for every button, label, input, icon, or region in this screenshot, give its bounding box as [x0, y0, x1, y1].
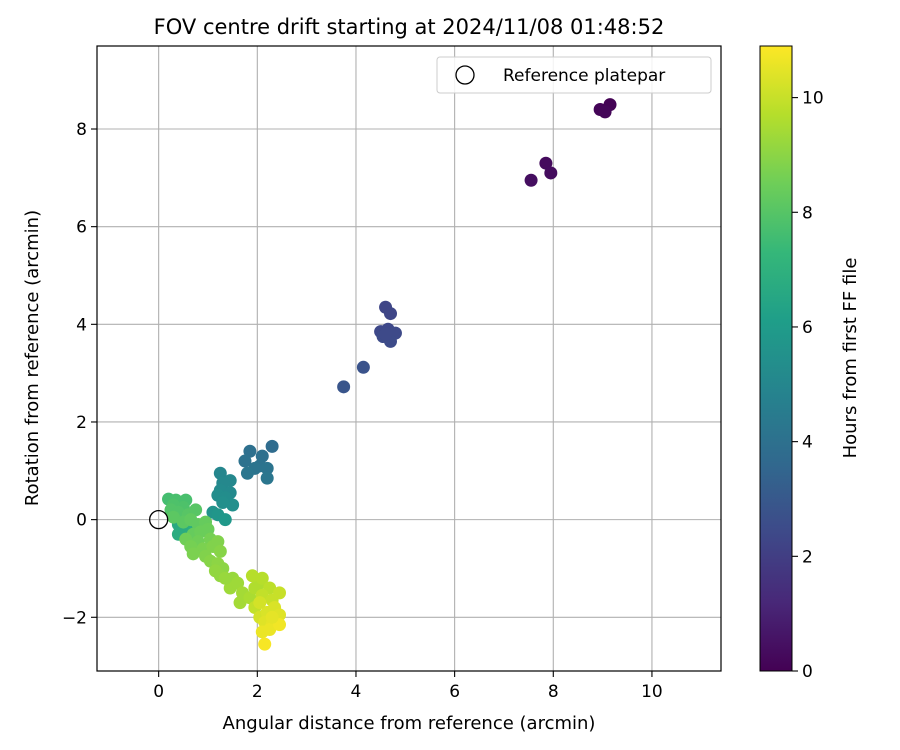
data-point	[201, 522, 215, 536]
data-point	[211, 535, 225, 549]
y-axis-label: Rotation from reference (arcmin)	[22, 210, 43, 506]
data-point	[356, 360, 370, 374]
data-point	[260, 471, 274, 485]
x-tick-label: 8	[548, 682, 559, 702]
data-point	[233, 596, 247, 610]
colorbar-tick-label: 8	[802, 203, 813, 223]
data-point	[544, 166, 558, 180]
data-point	[218, 571, 232, 585]
x-tick-label: 0	[153, 682, 164, 702]
data-point	[263, 622, 277, 636]
colorbar-gradient	[759, 45, 793, 672]
colorbar-tick-label: 0	[802, 662, 813, 682]
data-point	[384, 307, 398, 321]
colorbar-ticks: 0 2 4 6 8 10	[792, 89, 824, 682]
data-point	[598, 105, 612, 119]
data-point	[189, 503, 203, 517]
legend-marker	[455, 65, 475, 85]
data-point	[265, 439, 279, 453]
scatter-points	[162, 98, 617, 651]
colorbar-tick-label: 4	[802, 433, 813, 453]
data-point	[539, 156, 553, 170]
y-axis-ticks: −2 0 2 4 6 8	[62, 120, 97, 628]
data-point	[524, 173, 538, 187]
colorbar: 0 2 4 6 8 10 Hours from first FF file	[759, 45, 861, 682]
data-point	[255, 449, 269, 463]
x-axis-ticks: 0 2 4 6 8 10	[153, 671, 663, 702]
x-axis-label: Angular distance from reference (arcmin)	[223, 713, 596, 734]
plot-frame	[96, 45, 722, 672]
colorbar-label: Hours from first FF file	[840, 258, 861, 459]
data-point	[218, 513, 232, 527]
legend-box	[436, 56, 712, 94]
data-point	[243, 444, 257, 458]
data-point	[240, 466, 254, 480]
x-tick-label: 6	[449, 682, 460, 702]
legend-entry-reference: Reference platepar	[503, 66, 665, 86]
data-point	[238, 454, 252, 468]
data-point	[260, 461, 274, 475]
data-point	[258, 637, 272, 651]
data-point	[186, 547, 200, 561]
data-point	[337, 380, 351, 394]
y-tick-label: 2	[76, 413, 87, 433]
data-point	[265, 610, 279, 624]
y-tick-label: −2	[62, 608, 87, 628]
x-tick-label: 10	[641, 682, 663, 702]
y-tick-label: 6	[76, 218, 87, 238]
data-point	[379, 327, 393, 341]
chart-title: FOV centre drift starting at 2024/11/08 …	[154, 15, 665, 39]
colorbar-tick-label: 10	[802, 89, 824, 109]
y-tick-label: 8	[76, 120, 87, 140]
grid-lines	[97, 46, 721, 671]
data-point	[213, 544, 227, 558]
data-point	[226, 498, 240, 512]
data-point	[255, 571, 269, 585]
y-tick-label: 0	[76, 511, 87, 531]
legend: Reference platepar	[436, 56, 712, 94]
data-point	[231, 576, 245, 590]
data-point	[213, 466, 227, 480]
colorbar-tick-label: 6	[802, 318, 813, 338]
data-point	[216, 496, 230, 510]
x-tick-label: 2	[252, 682, 263, 702]
x-tick-label: 4	[351, 682, 362, 702]
y-tick-label: 4	[76, 315, 87, 335]
colorbar-tick-label: 2	[802, 547, 813, 567]
data-point	[166, 510, 180, 524]
data-point	[245, 569, 259, 583]
data-point	[253, 596, 267, 610]
data-point	[243, 591, 257, 605]
data-point	[273, 586, 287, 600]
reference-marker	[149, 509, 169, 530]
